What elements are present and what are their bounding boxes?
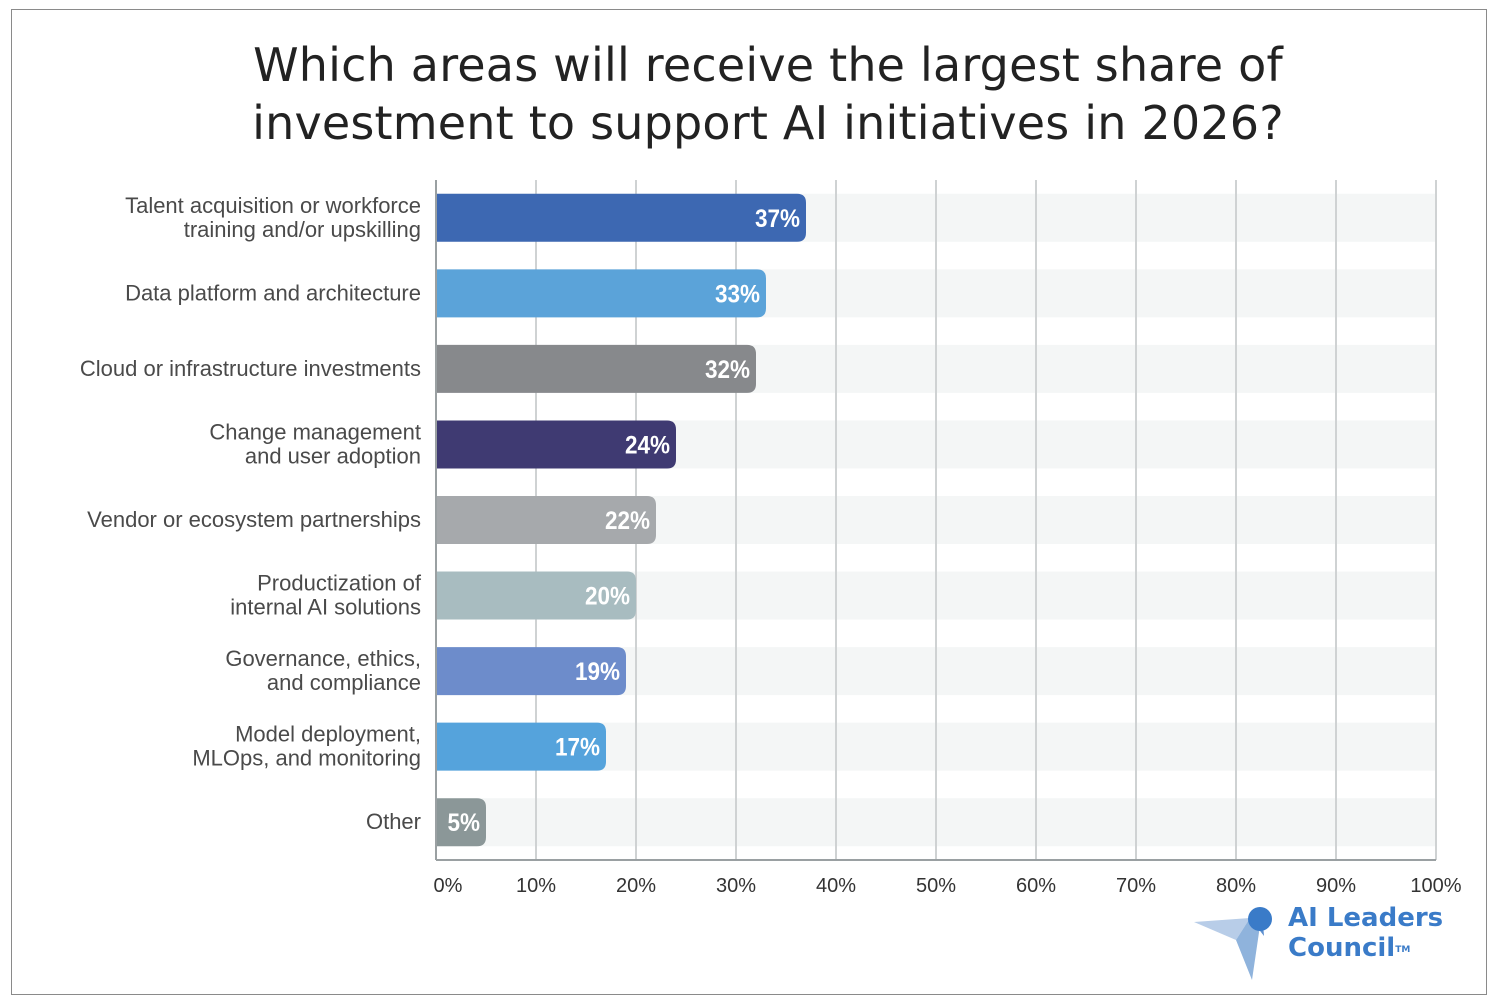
x-tick-label: 60% <box>1016 875 1056 897</box>
category-label: Data platform and architecture <box>125 280 421 305</box>
logo-line-1: AI Leaders <box>1288 903 1444 933</box>
category-label: Vendor or ecosystem partnerships <box>87 507 421 532</box>
x-tick-label: 20% <box>616 875 656 897</box>
category-label: Productization of <box>257 571 422 596</box>
bar-value-label: 5% <box>447 809 480 837</box>
category-label: MLOps, and monitoring <box>192 746 421 771</box>
bar-value-label: 37% <box>755 205 800 233</box>
x-tick-labels: 0% 10% 20% 30% 40% 50% 60% 70% 80% 90% 100% <box>434 875 1462 897</box>
bar <box>436 193 806 242</box>
bar <box>436 571 636 620</box>
x-tick-label: 30% <box>716 875 756 897</box>
category-labels: Talent acquisition or workforcetraining … <box>80 193 422 834</box>
bar <box>436 344 756 393</box>
x-tick-label: 100% <box>1410 875 1461 897</box>
bar-value-label: 24% <box>625 431 670 459</box>
bar <box>436 647 626 696</box>
category-label: internal AI solutions <box>230 595 421 620</box>
category-label: Talent acquisition or workforce <box>125 193 421 218</box>
x-tick-label: 0% <box>434 875 463 897</box>
bar-value-label: 17% <box>555 734 600 762</box>
logo-line-2-text: Council <box>1288 933 1396 963</box>
bar-value-label: 20% <box>585 582 630 610</box>
logo-mark-icon <box>1194 907 1272 980</box>
category-label: Other <box>366 809 421 834</box>
category-label: Change management <box>209 419 421 444</box>
bar-value-label: 33% <box>715 280 760 308</box>
category-label: and user adoption <box>245 443 421 468</box>
logo-line-2: CouncilTM <box>1288 933 1443 963</box>
category-label: training and/or upskilling <box>184 217 421 242</box>
chart-title-line-2: investment to support AI initiatives in … <box>252 96 1284 150</box>
category-label: and compliance <box>267 670 421 695</box>
logo-text: AI Leaders CouncilTM <box>1288 903 1443 963</box>
chart-title-line-1: Which areas will receive the largest sha… <box>253 38 1283 92</box>
bars: 37% 33% 32% 24% 22% 20% 19% 17% 5% <box>436 193 806 847</box>
category-label: Cloud or infrastructure investments <box>80 356 421 381</box>
bar <box>436 496 656 544</box>
bar-value-label: 19% <box>575 658 620 686</box>
bar <box>436 420 676 469</box>
x-tick-label: 50% <box>916 875 956 897</box>
x-tick-label: 80% <box>1216 875 1256 897</box>
logo-trademark: TM <box>1395 945 1411 955</box>
bar-value-label: 22% <box>605 507 650 535</box>
bar <box>436 269 766 318</box>
bar <box>436 798 486 847</box>
x-tick-label: 10% <box>516 875 556 897</box>
category-label: Governance, ethics, <box>225 646 421 671</box>
axis <box>435 180 1436 861</box>
bar <box>436 722 606 771</box>
x-tick-label: 90% <box>1316 875 1356 897</box>
category-label: Model deployment, <box>235 722 421 747</box>
bar-value-label: 32% <box>705 356 750 384</box>
x-tick-label: 40% <box>816 875 856 897</box>
x-tick-label: 70% <box>1116 875 1156 897</box>
chart-title: Which areas will receive the largest sha… <box>0 36 1500 152</box>
